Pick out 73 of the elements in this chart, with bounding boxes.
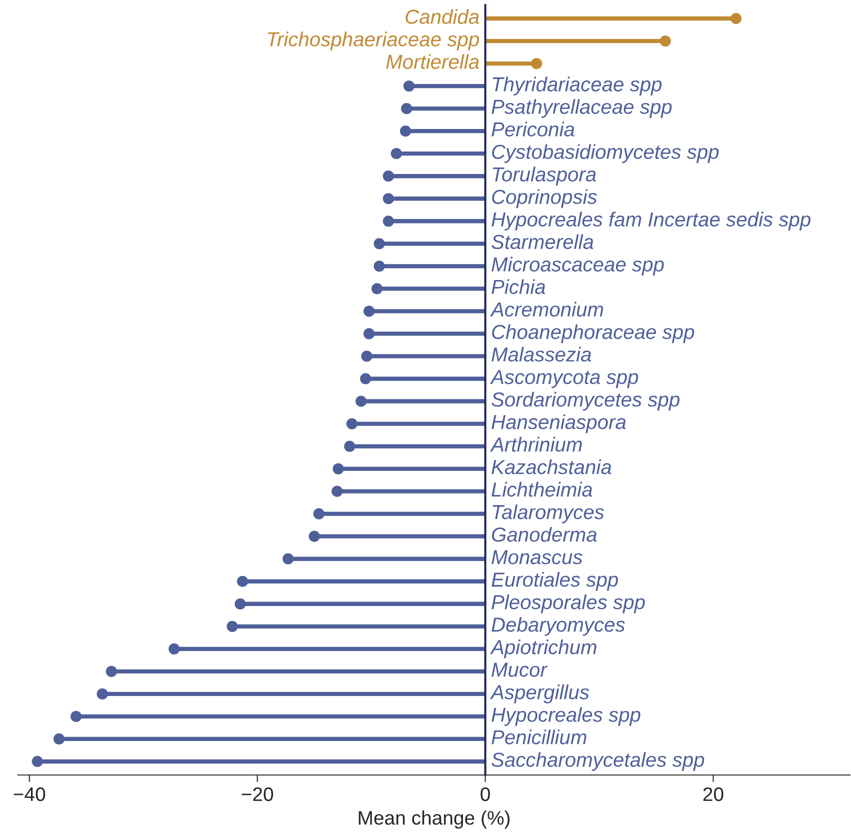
y-tick-label: Saccharomycetales spp	[492, 752, 704, 771]
point	[32, 756, 43, 768]
x-tick-label: 20	[703, 787, 724, 802]
point	[390, 148, 402, 160]
point	[382, 170, 394, 182]
y-tick-label: Ascomycota spp	[490, 370, 638, 388]
point	[363, 328, 375, 340]
y-tick-label: Apiotrichum	[490, 640, 596, 658]
y-tick-label: Choanephoraceae spp	[492, 324, 694, 344]
point	[401, 103, 412, 114]
point	[70, 710, 82, 722]
point	[308, 530, 320, 542]
point	[382, 193, 394, 204]
point	[226, 620, 238, 632]
y-tick-label: Candida	[406, 9, 479, 24]
y-tick-label: Trichosphaeriaceae spp	[268, 32, 479, 50]
y-tick-label: Mucor	[492, 662, 548, 677]
x-tick-label: 0	[480, 787, 490, 802]
point	[106, 666, 118, 677]
point	[53, 733, 65, 745]
point	[531, 58, 542, 70]
point	[363, 306, 375, 317]
point	[660, 35, 671, 47]
point	[346, 418, 358, 430]
point	[360, 373, 372, 384]
point	[332, 486, 343, 497]
point	[403, 80, 414, 92]
point	[332, 463, 344, 474]
y-tick-label: Aspergillus	[490, 684, 590, 704]
y-tick-label: Coprinopsis	[492, 189, 597, 208]
point	[282, 553, 294, 564]
point	[400, 126, 412, 137]
y-tick-label: Acremonium	[490, 302, 604, 317]
point	[374, 260, 385, 272]
point	[96, 688, 108, 700]
point	[234, 598, 246, 610]
y-tick-label: Mortierella	[386, 54, 479, 69]
y-tick-label: Monascus	[492, 550, 582, 564]
x-tick-label: −20	[242, 787, 274, 802]
y-tick-label: Ganoderma	[492, 526, 597, 542]
point	[730, 12, 742, 24]
y-tick-label: Talaromyces	[492, 504, 604, 524]
y-tick-label: Cystobasidiomycetes spp	[492, 144, 719, 163]
point	[356, 396, 367, 407]
y-tick-label: Periconia	[492, 122, 574, 136]
y-tick-label: Lichtheimia	[492, 482, 592, 497]
point	[361, 350, 372, 362]
point	[168, 643, 180, 654]
y-tick-label: Pichia	[492, 279, 546, 294]
y-tick-label: Sordariomycetes spp	[492, 392, 680, 411]
point	[236, 576, 248, 587]
y-tick-label: Malassezia	[492, 346, 592, 362]
point	[313, 508, 324, 520]
x-axis-title: Mean change (%)	[358, 810, 510, 829]
y-tick-label: Hanseniaspora	[492, 414, 626, 434]
y-tick-label: Penicillium	[492, 730, 586, 744]
y-tick-label: Microascaceae spp	[492, 256, 664, 276]
y-tick-label: Arthrinium	[490, 436, 582, 452]
y-tick-label: Thyridariaceae spp	[492, 76, 662, 96]
point	[344, 440, 356, 452]
point	[382, 216, 394, 227]
y-tick-label: Eurotiales spp	[492, 572, 618, 591]
y-tick-label: Starmerella	[492, 234, 594, 250]
point	[374, 238, 385, 250]
y-tick-label: Psathyrellaceae spp	[492, 99, 672, 118]
y-tick-label: Debaryomyces	[492, 617, 625, 636]
y-tick-label: Kazachstania	[492, 459, 612, 474]
y-tick-label: Torulaspora	[492, 166, 596, 186]
point	[371, 283, 383, 294]
x-tick-label: −40	[14, 787, 46, 802]
y-tick-label: Hypocreales fam Incertae sedis spp	[492, 212, 810, 231]
y-tick-label: Pleosporales spp	[492, 594, 645, 614]
y-tick-label: Hypocreales spp	[492, 707, 640, 726]
